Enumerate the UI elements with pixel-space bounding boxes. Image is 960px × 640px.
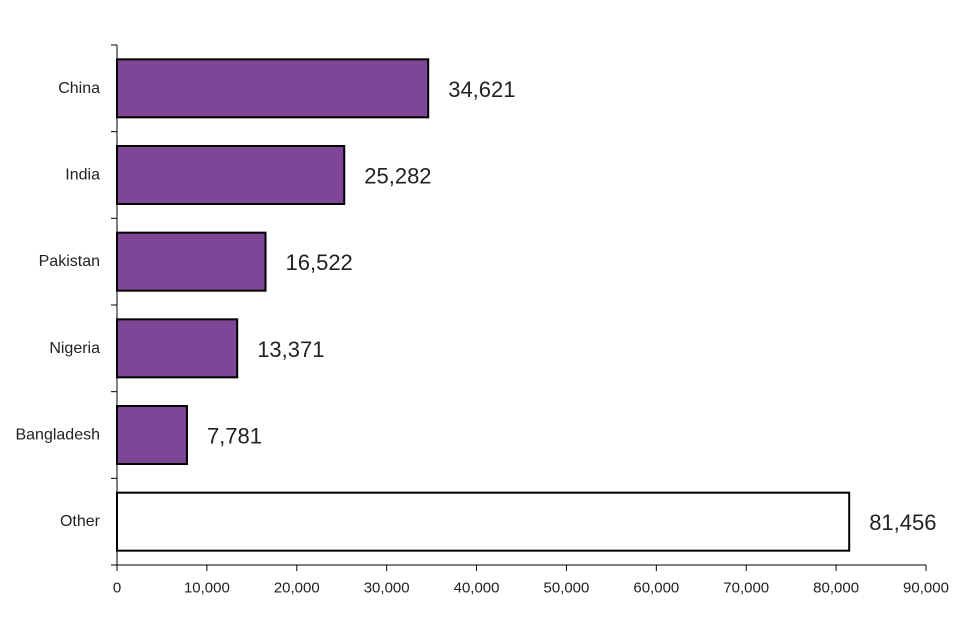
category-label: Other xyxy=(60,513,101,530)
category-label: Nigeria xyxy=(49,340,100,357)
data-label: 7,781 xyxy=(207,424,262,449)
category-label: Bangladesh xyxy=(15,427,100,444)
data-label: 81,456 xyxy=(869,510,936,535)
data-label: 13,371 xyxy=(257,337,324,362)
category-label: China xyxy=(58,80,100,97)
bar-nigeria xyxy=(116,318,239,379)
bar-china xyxy=(116,58,430,119)
x-tick-label: 0 xyxy=(113,580,121,597)
category-label: Pakistan xyxy=(39,253,100,270)
bar-india xyxy=(116,145,346,205)
x-tick-label: 70,000 xyxy=(723,580,769,597)
data-label: 16,522 xyxy=(286,250,353,275)
data-label: 25,282 xyxy=(364,164,431,189)
x-tick-label: 60,000 xyxy=(633,580,679,597)
bar-other xyxy=(116,491,851,552)
x-tick-label: 30,000 xyxy=(364,580,410,597)
x-tick-label: 10,000 xyxy=(184,580,230,597)
data-label: 34,621 xyxy=(448,77,515,102)
x-tick-label: 20,000 xyxy=(274,580,320,597)
x-tick-label: 90,000 xyxy=(903,580,949,597)
x-tick-label: 40,000 xyxy=(454,580,500,597)
x-tick-label: 80,000 xyxy=(813,580,859,597)
bar-pakistan xyxy=(116,231,267,292)
x-tick-label: 50,000 xyxy=(543,580,589,597)
bar-bangladesh xyxy=(116,405,188,465)
category-label: India xyxy=(65,167,100,184)
